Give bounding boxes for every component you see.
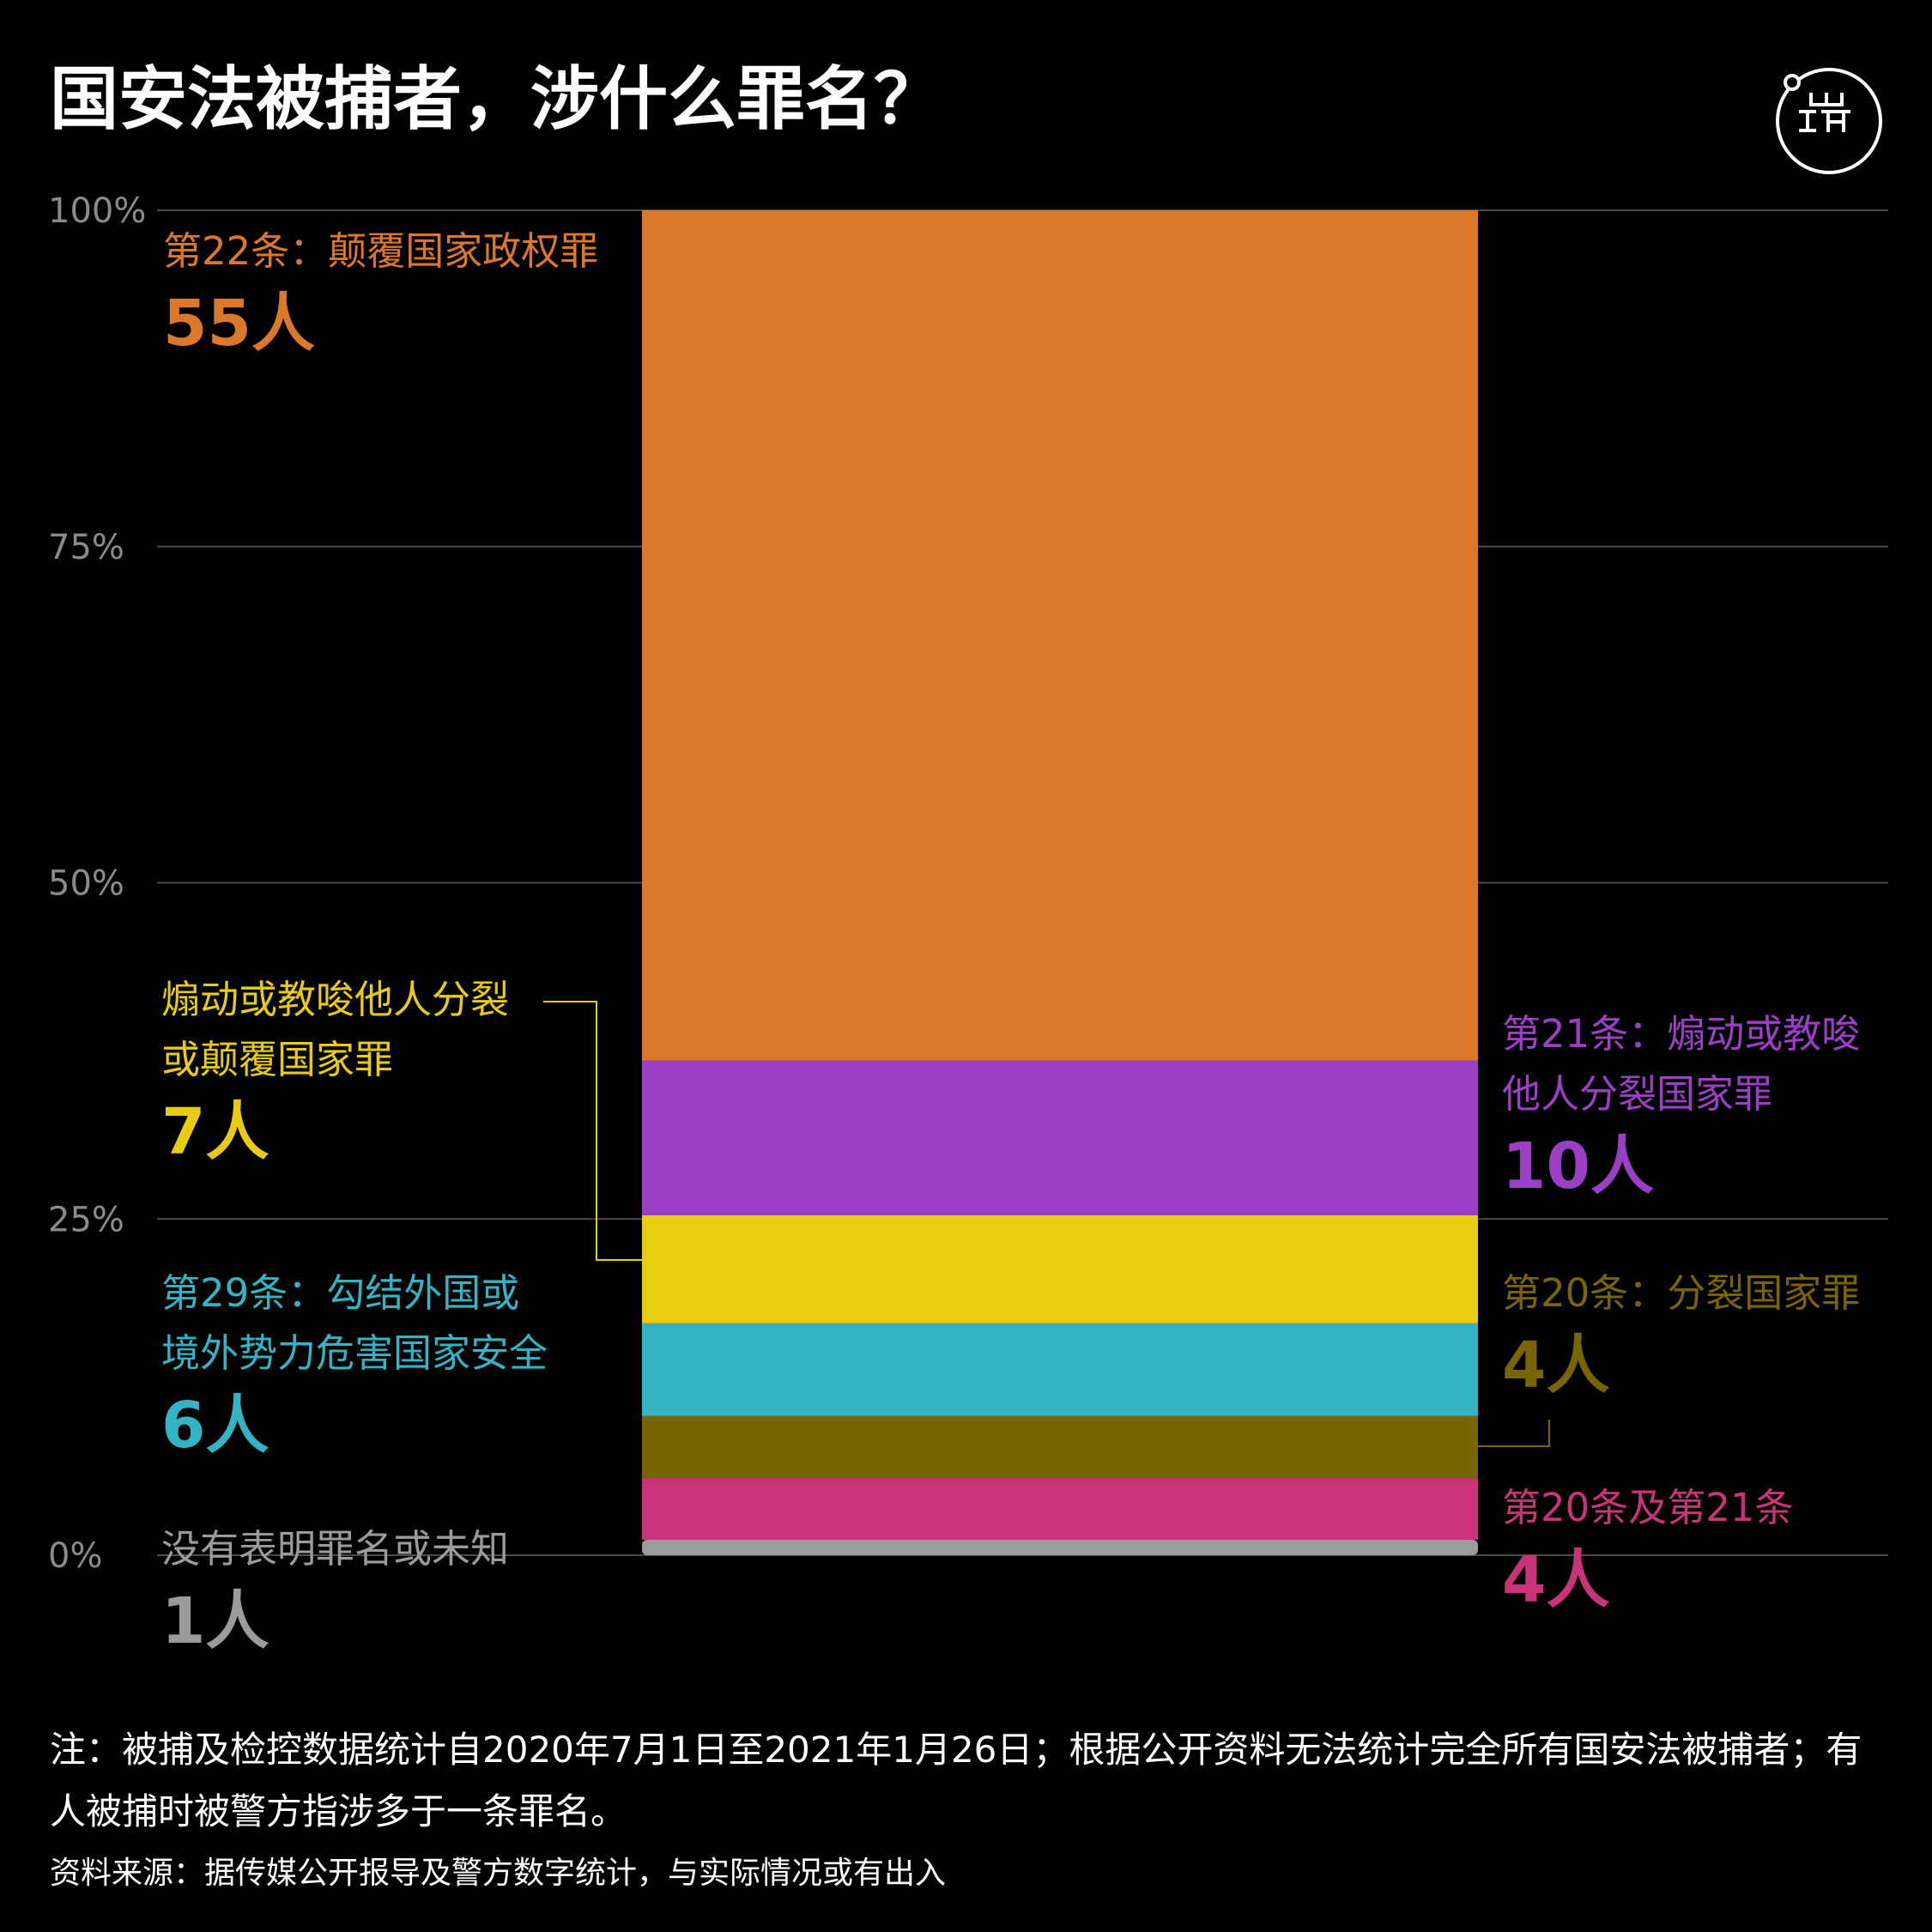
stacked-bar xyxy=(642,210,1478,1555)
leader-line-incite xyxy=(543,1001,642,1261)
label-unknown-text: 没有表明罪名或未知 xyxy=(161,1526,510,1572)
label-article-20-count: 4人 xyxy=(1502,1329,1610,1402)
label-incitement-text-2: 或颠覆国家罪 xyxy=(161,1037,394,1082)
bar-segment xyxy=(642,210,1478,1061)
bar-segment xyxy=(642,1060,1478,1215)
bar-segment xyxy=(642,1539,1478,1555)
y-tick-label: 25% xyxy=(48,1200,124,1239)
leader-lines xyxy=(543,1001,1550,1447)
bar-segment xyxy=(642,1477,1478,1540)
label-unknown-count: 1人 xyxy=(161,1584,270,1658)
chart-title: 国安法被捕者，涉什么罪名？ xyxy=(50,59,942,139)
y-axis-tick-labels: 0% 25% 50% 75% 100% xyxy=(48,191,146,1576)
label-article-21: 第21条：煽动或教唆 他人分裂国家罪 10人 xyxy=(1502,1004,1860,1205)
label-incitement-count: 7人 xyxy=(161,1095,270,1169)
label-article-22-count: 55人 xyxy=(163,287,315,360)
label-article-20-and-21-count: 4人 xyxy=(1502,1543,1610,1617)
label-article-21-count: 10人 xyxy=(1502,1130,1654,1203)
label-article-29-text-2: 境外势力危害国家安全 xyxy=(161,1330,548,1376)
label-unknown: 没有表明罪名或未知 1人 xyxy=(161,1519,509,1660)
y-tick-label: 50% xyxy=(48,864,124,904)
y-tick-label: 0% xyxy=(48,1536,102,1576)
label-article-29: 第29条：勾结外国或 境外势力危害国家安全 6人 xyxy=(161,1263,548,1464)
y-tick-label: 100% xyxy=(48,191,146,231)
label-incitement-text-1: 煽动或教唆他人分裂 xyxy=(161,977,510,1022)
initium-logo-icon xyxy=(1776,68,1882,174)
label-article-20-and-21: 第20条及第21条 4人 xyxy=(1502,1478,1794,1619)
bar-segment xyxy=(642,1323,1478,1416)
label-article-20-text: 第20条：分裂国家罪 xyxy=(1502,1270,1861,1316)
label-article-22-text: 第22条：颠覆国家政权罪 xyxy=(163,228,599,274)
y-tick-label: 75% xyxy=(48,528,124,567)
label-incitement: 煽动或教唆他人分裂 或颠覆国家罪 7人 xyxy=(161,970,509,1171)
source-note: 资料来源：据传媒公开报导及警方数字统计，与实际情况或有出入 xyxy=(50,1856,947,1891)
label-article-29-text-1: 第29条：勾结外国或 xyxy=(161,1270,520,1316)
label-article-21-text-2: 他人分裂国家罪 xyxy=(1502,1071,1773,1117)
bar-segment xyxy=(642,1214,1478,1323)
label-article-22: 第22条：颠覆国家政权罪 55人 xyxy=(163,221,598,362)
label-article-29-count: 6人 xyxy=(161,1389,270,1463)
label-article-21-text-1: 第21条：煽动或教唆 xyxy=(1502,1011,1861,1057)
leader-line-c20 xyxy=(1478,1420,1550,1447)
footnote: 注：被捕及检控数据统计自2020年7月1日至2021年1月26日；根据公开资料无… xyxy=(50,1729,1862,1832)
label-article-20-and-21-text: 第20条及第21条 xyxy=(1502,1485,1794,1530)
bar-segment xyxy=(642,1415,1478,1478)
label-article-20: 第20条：分裂国家罪 4人 xyxy=(1502,1263,1860,1404)
